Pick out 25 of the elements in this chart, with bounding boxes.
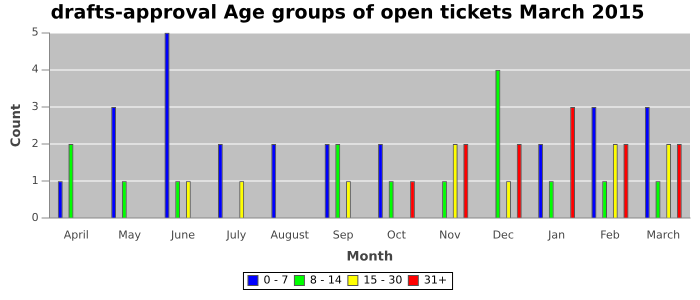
legend-label: 31+: [424, 273, 448, 286]
x-tick-label: March: [646, 228, 680, 242]
x-tick-label: Sep: [332, 228, 354, 242]
x-tick-label: June: [170, 228, 196, 242]
x-tick-label: August: [270, 228, 310, 242]
y-tick-label: 3: [32, 100, 39, 113]
x-tick-label: April: [64, 228, 89, 242]
legend-label: 15 - 30: [363, 273, 402, 286]
y-tick-label: 5: [32, 26, 39, 39]
legend-label: 8 - 14: [310, 273, 342, 286]
x-tick-label: Dec: [492, 228, 514, 242]
y-tick-label: 1: [32, 174, 39, 187]
x-tick-label: Feb: [600, 228, 620, 242]
y-tick-label: 4: [32, 62, 39, 76]
x-tick-label: May: [118, 228, 142, 242]
y-axis-title: Count: [9, 104, 24, 148]
chart-title: drafts-approval Age groups of open tickets March 2015: [50, 1, 644, 24]
x-tick-label: Jan: [547, 228, 566, 242]
x-tick-label: July: [225, 228, 247, 242]
y-tick-label: 0: [32, 211, 39, 224]
x-axis-title: Month: [346, 250, 394, 265]
y-tick-label: 2: [32, 136, 39, 150]
x-tick-label: Oct: [386, 228, 407, 242]
x-tick-label: Nov: [439, 228, 462, 242]
legend-label: 0 - 7: [263, 273, 288, 286]
